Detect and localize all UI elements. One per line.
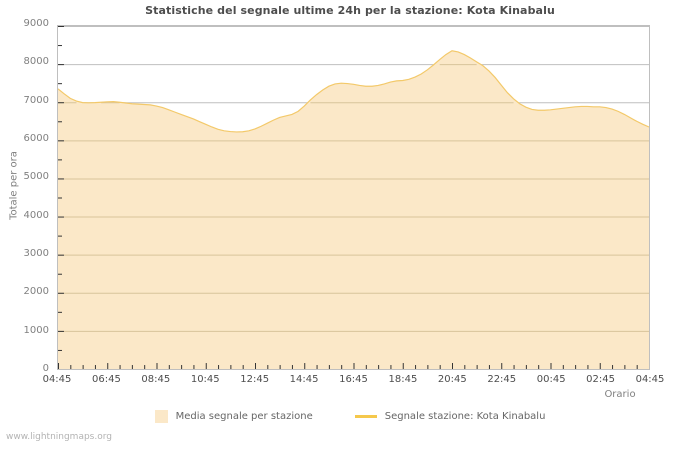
area-chart-svg xyxy=(58,26,649,369)
legend-item-segnale-stazione: Segnale stazione: Kota Kinabalu xyxy=(354,411,546,422)
legend-label-media-segnale: Media segnale per stazione xyxy=(175,411,313,422)
y-tick-label: 0 xyxy=(42,363,49,374)
y-tick-label: 6000 xyxy=(23,133,49,144)
legend-line-swatch-icon xyxy=(354,415,377,418)
x-tick-label: 00:45 xyxy=(536,374,566,385)
gridlines-over-area xyxy=(58,64,649,332)
x-tick-label: 18:45 xyxy=(388,374,418,385)
x-tick-label: 22:45 xyxy=(487,374,517,385)
y-tick-label: 8000 xyxy=(23,56,49,68)
y-tick-label: 1000 xyxy=(23,324,49,336)
plot-area xyxy=(57,25,650,370)
x-tick-label: 02:45 xyxy=(586,374,615,385)
x-tick-label: 16:45 xyxy=(339,374,368,385)
x-tick-label: 14:45 xyxy=(289,374,319,385)
x-tick-label: 12:45 xyxy=(240,374,270,385)
x-tick-label: 10:45 xyxy=(190,374,220,385)
x-tick-label: 06:45 xyxy=(91,374,121,385)
y-tick-label: 4000 xyxy=(23,209,49,221)
x-tick-label: 08:45 xyxy=(141,374,171,385)
y-tick-label: 5000 xyxy=(23,171,49,183)
series-line-kota-kinabalu xyxy=(58,50,649,133)
x-tick-label: 04:45 xyxy=(635,374,665,385)
legend-label-segnale-stazione: Segnale stazione: Kota Kinabalu xyxy=(384,411,546,422)
chart-title: Statistiche del segnale ultime 24h per l… xyxy=(145,4,555,17)
series-area-media-segnale xyxy=(58,50,649,369)
y-tick-label: 9000 xyxy=(23,18,49,29)
site-watermark: www.lightningmaps.org xyxy=(6,432,112,442)
legend-area-swatch-icon xyxy=(154,410,168,423)
y-tick-label: 2000 xyxy=(23,286,49,298)
axis-tick-marks xyxy=(58,26,638,369)
x-axis-title: Orario xyxy=(604,389,636,400)
y-tick-label: 3000 xyxy=(23,248,49,259)
x-tick-label: 20:45 xyxy=(437,374,467,385)
chart-legend: Media segnale per stazione Segnale stazi… xyxy=(0,410,700,423)
y-tick-label: 7000 xyxy=(23,94,49,106)
x-tick-label: 04:45 xyxy=(42,374,72,385)
legend-item-media-segnale: Media segnale per stazione xyxy=(154,410,313,423)
